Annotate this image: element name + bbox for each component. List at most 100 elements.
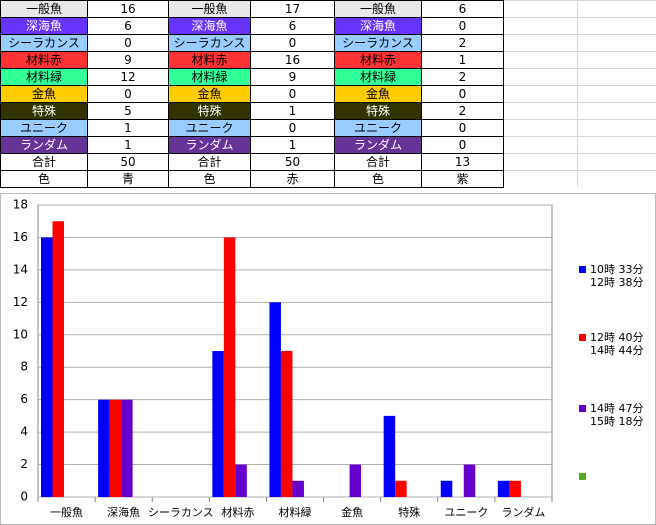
label-cell: ユニーク: [334, 119, 422, 137]
legend-label: 12時 40分 14時 44分: [590, 331, 644, 357]
bar: [395, 480, 407, 497]
x-tick-label: ランダム: [501, 505, 545, 519]
value-cell: 0: [87, 34, 169, 52]
bar: [109, 399, 122, 497]
bar: [212, 351, 224, 497]
y-tick-label: 2: [20, 457, 28, 471]
y-tick-label: 10: [13, 327, 28, 341]
value-cell: 0: [250, 119, 335, 137]
table-row: シーラカンス 0 シーラカンス 0 シーラカンス 2: [0, 34, 504, 52]
bar: [52, 221, 64, 497]
bar: [235, 464, 247, 497]
label-cell: 合計: [334, 153, 422, 171]
value-cell: 赤: [250, 170, 335, 188]
label-cell: 金魚: [334, 85, 422, 103]
x-tick-label: 金魚: [341, 505, 363, 519]
x-tick-label: 深海魚: [107, 505, 140, 519]
table-row: ランダム 1 ランダム 1 ランダム 0: [0, 136, 504, 154]
label-cell: 材料緑: [168, 68, 251, 86]
bar: [98, 399, 110, 497]
label-cell: 材料赤: [0, 51, 88, 69]
label-cell: 材料赤: [168, 51, 251, 69]
label-cell: 合計: [168, 153, 251, 171]
label-cell: 特殊: [0, 102, 88, 120]
data-table: 一般魚 16 一般魚 17 一般魚 6 深海魚 6 深海魚 6 深海魚 0 シーラカンス 0 シーラカンス 0…: [0, 0, 504, 188]
value-cell: 0: [421, 119, 504, 137]
legend-label: 10時 33分 12時 38分: [590, 263, 644, 289]
legend-label: 14時 47分 15時 18分: [590, 402, 644, 428]
label-cell: 一般魚: [334, 0, 422, 18]
y-tick-label: 0: [20, 490, 28, 504]
bar: [383, 415, 396, 497]
label-cell: ランダム: [168, 136, 251, 154]
value-cell: 1: [250, 102, 335, 120]
value-cell: 1: [87, 136, 169, 154]
legend-swatch: [579, 473, 586, 480]
x-tick-label: 一般魚: [50, 506, 83, 519]
table-row: 材料赤 9 材料赤 16 材料赤 1: [0, 51, 504, 69]
label-cell: 一般魚: [0, 0, 88, 18]
value-cell: 0: [250, 85, 335, 103]
label-cell: 深海魚: [0, 17, 88, 35]
label-cell: 材料緑: [0, 68, 88, 86]
label-cell: 色: [0, 170, 88, 188]
value-cell: 0: [421, 136, 504, 154]
value-cell: 9: [250, 68, 335, 86]
value-cell: 2: [421, 34, 504, 52]
bar: [223, 237, 236, 497]
y-tick-label: 12: [13, 295, 28, 309]
x-tick-label: シーラカンス: [148, 506, 214, 519]
label-cell: ユニーク: [168, 119, 251, 137]
value-cell: 13: [421, 153, 504, 171]
value-cell: 1: [421, 51, 504, 69]
value-cell: 50: [87, 153, 169, 171]
table-row: ユニーク 1 ユニーク 0 ユニーク 0: [0, 119, 504, 137]
y-tick-label: 16: [13, 230, 28, 244]
chart: 0 2 4 6 8 10 12 14 16 18 一般魚 深海魚 シーラカンス 材料赤 材料緑 金魚 特殊 ユニー…: [0, 193, 656, 525]
x-tick-label: ユニーク: [444, 506, 488, 519]
bar: [269, 302, 281, 497]
value-cell: 1: [87, 119, 169, 137]
value-cell: 9: [87, 51, 169, 69]
label-cell: シーラカンス: [0, 34, 88, 52]
value-cell: 紫: [421, 170, 504, 188]
value-cell: 17: [250, 0, 335, 18]
y-tick-label: 18: [13, 198, 28, 212]
value-cell: 青: [87, 170, 169, 188]
bar: [497, 480, 510, 497]
label-cell: 金魚: [0, 85, 88, 103]
table-row: 材料緑 12 材料緑 9 材料緑 2: [0, 68, 504, 86]
label-cell: 合計: [0, 153, 88, 171]
y-tick-label: 4: [20, 425, 28, 439]
label-cell: ランダム: [0, 136, 88, 154]
bar: [463, 464, 476, 497]
value-cell: 5: [87, 102, 169, 120]
table-row: 合計 50 合計 50 合計 13: [0, 153, 504, 171]
label-cell: 材料緑: [334, 68, 422, 86]
label-cell: 一般魚: [168, 0, 251, 18]
value-cell: 0: [421, 85, 504, 103]
label-cell: 色: [334, 170, 422, 188]
legend-swatch: [579, 334, 586, 341]
label-cell: ユニーク: [0, 119, 88, 137]
table-row: 色青色赤色紫: [0, 170, 504, 188]
legend-swatch: [579, 405, 586, 412]
value-cell: 12: [87, 68, 169, 86]
y-tick-label: 14: [13, 262, 28, 276]
bar: [292, 480, 304, 497]
table-row: 一般魚 16 一般魚 17 一般魚 6: [0, 0, 504, 18]
bar: [349, 464, 362, 497]
value-cell: 50: [250, 153, 335, 171]
table-row: 金魚 0 金魚 0 金魚 0: [0, 85, 504, 103]
value-cell: 6: [421, 0, 504, 18]
y-tick-label: 6: [20, 392, 28, 406]
bar: [41, 237, 53, 497]
label-cell: シーラカンス: [168, 34, 251, 52]
label-cell: 深海魚: [168, 17, 251, 35]
x-tick-label: 特殊: [398, 505, 420, 519]
bar: [509, 480, 521, 497]
value-cell: 0: [87, 85, 169, 103]
label-cell: シーラカンス: [334, 34, 422, 52]
label-cell: 特殊: [334, 102, 422, 120]
